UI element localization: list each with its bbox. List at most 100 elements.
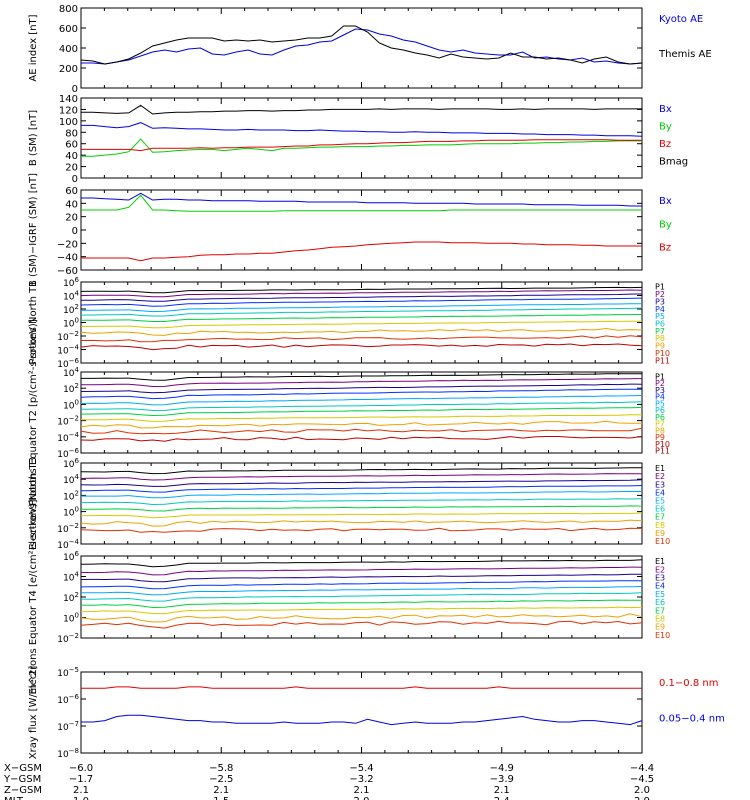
x-axis-value: 2.9 xyxy=(634,796,650,800)
series-line-p11 xyxy=(80,343,643,351)
y-tick-label: 102 xyxy=(63,489,79,502)
x-axis-value: −4.9 xyxy=(490,763,514,774)
series-line-p2 xyxy=(80,289,643,298)
legend-label: P2 xyxy=(655,290,665,299)
y-tick-label: −20 xyxy=(57,239,78,250)
x-axis-value: 1.0 xyxy=(73,796,89,800)
x-axis-value: 2.0 xyxy=(634,785,650,796)
legend-label: E10 xyxy=(655,631,670,640)
panel-3 xyxy=(80,189,643,271)
series-line-e1 xyxy=(80,467,643,475)
legend-label: E8 xyxy=(655,615,665,624)
legend-label: P8 xyxy=(655,426,665,435)
series-line-p4 xyxy=(80,297,643,307)
series-line-bmag xyxy=(81,104,642,115)
x-axis-value: −2.5 xyxy=(209,774,233,785)
legend-label: P4 xyxy=(655,393,665,402)
y-tick-label: 800 xyxy=(59,4,78,15)
y-tick-label: 20 xyxy=(65,163,78,174)
y-axis-label: Protons North T1 xyxy=(28,280,39,364)
legend-label: E9 xyxy=(655,529,665,538)
x-axis-row-label: Z−GSM xyxy=(4,785,42,796)
y-tick-label: 102 xyxy=(63,303,79,316)
y-tick-label: 10−2 xyxy=(57,330,79,343)
series-line-e2 xyxy=(80,566,643,576)
y-tick-label: 10−6 xyxy=(57,693,79,706)
legend-label: Bx xyxy=(659,196,672,207)
series-line-p7 xyxy=(81,414,642,422)
legend-label: Bmag xyxy=(659,157,688,168)
series-line-e3 xyxy=(80,573,643,583)
y-tick-label: 100 xyxy=(63,612,79,625)
series-line-e8 xyxy=(81,512,643,519)
y-tick-label: 106 xyxy=(63,276,79,289)
y-tick-label: 10−4 xyxy=(57,431,79,444)
legend-label: P6 xyxy=(655,413,665,422)
x-axis-value: −5.8 xyxy=(209,763,233,774)
x-axis-value: −3.9 xyxy=(490,774,514,785)
series-line-by xyxy=(81,194,642,212)
y-tick-label: 100 xyxy=(59,117,78,128)
legend-label: E2 xyxy=(655,565,665,574)
panel-frame xyxy=(80,7,643,89)
series-line-p5 xyxy=(80,303,643,313)
series-line-p3 xyxy=(80,383,643,394)
panel-frame xyxy=(80,97,643,179)
y-tick-label: 10−4 xyxy=(57,538,79,551)
series-line-p1 xyxy=(80,286,643,294)
y-tick-label: 102 xyxy=(63,382,79,395)
legend-label: P1 xyxy=(655,283,665,292)
legend-label: E8 xyxy=(655,521,665,530)
y-tick-label: 100 xyxy=(63,317,79,330)
legend-label: Themis AE xyxy=(658,49,712,60)
x-axis-row-label: Y−GSM xyxy=(3,774,41,785)
x-axis-row-label: MLT xyxy=(4,796,24,800)
series-line-p2 xyxy=(80,378,643,388)
legend-label: P6 xyxy=(655,320,665,329)
legend-label: P3 xyxy=(655,297,665,306)
series-line-p5 xyxy=(80,395,643,406)
legend-label: P11 xyxy=(655,356,670,365)
y-tick-label: 104 xyxy=(63,571,79,584)
y-tick-label: 100 xyxy=(63,506,79,519)
y-tick-label: 106 xyxy=(63,550,79,563)
legend-label: P1 xyxy=(655,372,665,381)
y-tick-label: 40 xyxy=(65,151,78,162)
y-tick-label: 0 xyxy=(72,84,78,95)
x-axis-value: −4.5 xyxy=(630,774,654,785)
series-line-p7 xyxy=(81,314,643,322)
series-line-e9 xyxy=(80,613,643,623)
legend-label: P10 xyxy=(655,440,670,449)
legend-label: P9 xyxy=(655,342,665,351)
panel-6 xyxy=(80,462,643,545)
panel-frame xyxy=(80,671,643,754)
legend-label: E1 xyxy=(655,557,665,566)
series-line-p4 xyxy=(80,388,642,400)
y-tick-label: 40 xyxy=(65,199,78,210)
legend-label: By xyxy=(659,219,672,230)
y-axis-label: Electrons North T3 xyxy=(28,457,39,550)
series-line-kyoto-ae xyxy=(81,28,643,65)
y-tick-label: 10−2 xyxy=(57,415,79,428)
y-tick-label: 20 xyxy=(65,213,78,224)
y-tick-label: 140 xyxy=(59,94,78,105)
y-tick-label: 80 xyxy=(65,128,78,139)
series-line-e1 xyxy=(80,559,643,568)
series-line-e2 xyxy=(80,473,643,481)
series-line-p10 xyxy=(80,335,643,343)
x-axis-value: 2.0 xyxy=(354,796,370,800)
x-axis-value: 1.5 xyxy=(213,796,229,800)
series-line-0-05-0-4-nm xyxy=(81,714,643,726)
y-axis-label: Protons Equator T2 [p/(cm²-s-sr-keV)] xyxy=(28,319,39,506)
legend-label: E5 xyxy=(655,496,665,505)
y-tick-label: 120 xyxy=(59,105,78,116)
series-line-bx xyxy=(81,122,643,137)
y-tick-label: 106 xyxy=(63,457,79,470)
legend-label: E9 xyxy=(655,623,665,632)
y-tick-label: 60 xyxy=(65,186,78,197)
series-line-by xyxy=(81,138,642,157)
series-line-e5 xyxy=(81,490,643,499)
y-axis-label: Xray flux [W/m^2] xyxy=(28,666,39,760)
panel-1 xyxy=(80,7,643,89)
